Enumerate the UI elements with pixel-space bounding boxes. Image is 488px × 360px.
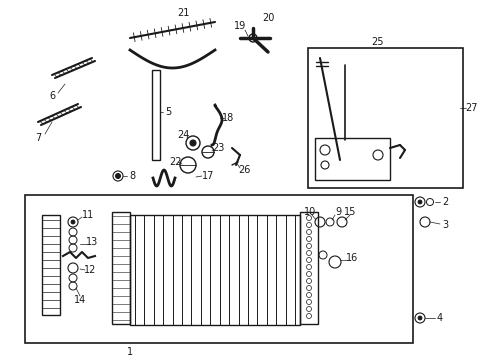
Bar bbox=[112, 212, 130, 324]
Text: 8: 8 bbox=[129, 171, 135, 181]
Text: 11: 11 bbox=[81, 210, 94, 220]
Circle shape bbox=[417, 316, 421, 320]
Bar bbox=[314, 138, 389, 180]
Text: 17: 17 bbox=[202, 171, 214, 181]
Text: 14: 14 bbox=[74, 295, 86, 305]
Bar bbox=[307, 48, 462, 188]
Text: 19: 19 bbox=[233, 21, 245, 31]
Text: 24: 24 bbox=[177, 130, 189, 140]
Text: 7: 7 bbox=[35, 133, 41, 143]
Circle shape bbox=[190, 140, 196, 146]
Text: 20: 20 bbox=[261, 13, 274, 23]
Text: 6: 6 bbox=[49, 91, 55, 101]
Text: 13: 13 bbox=[86, 237, 98, 247]
Text: 22: 22 bbox=[168, 157, 181, 167]
Text: 26: 26 bbox=[237, 165, 250, 175]
Text: 15: 15 bbox=[343, 207, 355, 217]
Text: 12: 12 bbox=[83, 265, 96, 275]
Text: 18: 18 bbox=[222, 113, 234, 123]
Bar bbox=[152, 70, 160, 160]
Text: 5: 5 bbox=[164, 107, 171, 117]
Text: 1: 1 bbox=[127, 347, 133, 357]
Text: 3: 3 bbox=[441, 220, 447, 230]
Bar bbox=[130, 215, 299, 325]
Circle shape bbox=[115, 174, 120, 179]
Bar bbox=[25, 195, 412, 343]
Circle shape bbox=[417, 200, 421, 204]
Text: 21: 21 bbox=[177, 8, 189, 18]
Circle shape bbox=[71, 220, 75, 224]
Text: 4: 4 bbox=[436, 313, 442, 323]
Bar bbox=[42, 215, 60, 315]
Text: 9: 9 bbox=[334, 207, 340, 217]
Text: 27: 27 bbox=[465, 103, 477, 113]
Text: 25: 25 bbox=[371, 37, 384, 47]
Text: 10: 10 bbox=[303, 207, 315, 217]
Bar bbox=[299, 212, 317, 324]
Text: 16: 16 bbox=[345, 253, 357, 263]
Text: 2: 2 bbox=[441, 197, 447, 207]
Text: 23: 23 bbox=[211, 143, 224, 153]
